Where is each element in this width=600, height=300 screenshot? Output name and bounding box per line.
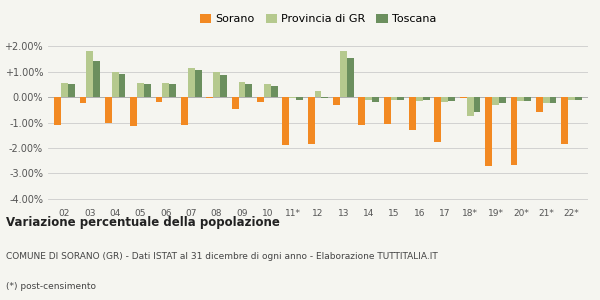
Bar [492, 97, 499, 105]
Text: Variazione percentuale della popolazione: Variazione percentuale della popolazione [6, 216, 280, 229]
Bar [257, 97, 264, 102]
Bar [239, 82, 245, 97]
Bar [416, 97, 423, 101]
Bar [206, 97, 213, 98]
Bar [296, 97, 303, 100]
Bar [347, 58, 353, 97]
Bar [130, 97, 137, 126]
Bar [289, 97, 296, 98]
Bar [365, 97, 372, 100]
Bar [245, 84, 252, 97]
Bar [467, 97, 473, 116]
Bar [485, 97, 492, 166]
Bar [163, 83, 169, 97]
Bar [169, 84, 176, 97]
Bar [423, 97, 430, 100]
Bar [80, 97, 86, 103]
Bar [397, 97, 404, 100]
Bar [61, 83, 68, 97]
Bar [155, 97, 163, 102]
Bar [137, 83, 144, 97]
Bar [575, 97, 582, 100]
Bar [220, 76, 227, 97]
Bar [86, 51, 93, 97]
Bar [372, 97, 379, 102]
Bar [524, 97, 531, 101]
Bar [181, 97, 188, 125]
Bar [561, 97, 568, 144]
Bar [308, 97, 314, 144]
Text: (*) post-censimento: (*) post-censimento [6, 282, 96, 291]
Bar [550, 97, 556, 103]
Bar [473, 97, 481, 112]
Bar [434, 97, 442, 142]
Bar [314, 91, 322, 97]
Bar [232, 97, 239, 109]
Bar [194, 70, 202, 97]
Bar [536, 97, 543, 112]
Bar [54, 97, 61, 125]
Bar [283, 97, 289, 146]
Bar [340, 51, 347, 97]
Bar [568, 97, 575, 100]
Bar [144, 84, 151, 97]
Bar [105, 97, 112, 122]
Bar [391, 97, 397, 100]
Bar [442, 97, 448, 102]
Bar [448, 97, 455, 101]
Bar [119, 74, 125, 97]
Bar [112, 72, 119, 97]
Bar [460, 97, 467, 98]
Bar [384, 97, 391, 124]
Bar [543, 97, 550, 103]
Text: COMUNE DI SORANO (GR) - Dati ISTAT al 31 dicembre di ogni anno - Elaborazione TU: COMUNE DI SORANO (GR) - Dati ISTAT al 31… [6, 252, 438, 261]
Bar [68, 84, 75, 97]
Legend: Sorano, Provincia di GR, Toscana: Sorano, Provincia di GR, Toscana [195, 9, 441, 29]
Bar [188, 68, 194, 97]
Bar [213, 72, 220, 97]
Bar [511, 97, 517, 164]
Bar [517, 97, 524, 101]
Bar [264, 84, 271, 97]
Bar [93, 61, 100, 97]
Bar [322, 97, 328, 98]
Bar [409, 97, 416, 130]
Bar [333, 97, 340, 105]
Bar [499, 97, 506, 103]
Bar [358, 97, 365, 125]
Bar [271, 85, 278, 97]
